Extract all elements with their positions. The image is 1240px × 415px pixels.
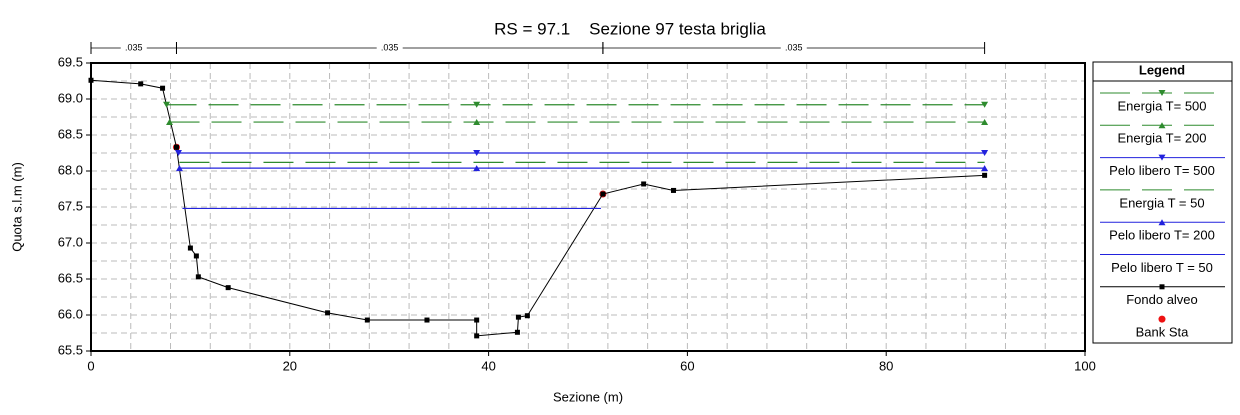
series-marker [981, 119, 989, 126]
legend-marker [1158, 154, 1166, 161]
roughness-label-bg [120, 42, 147, 54]
series-marker [981, 150, 989, 156]
legend-marker [1159, 284, 1165, 290]
series-marker [515, 314, 521, 320]
y-axis-label: Quota s.l.m (m) [9, 162, 24, 252]
legend-marker [1158, 315, 1166, 323]
series-marker [670, 187, 676, 193]
series-marker [981, 165, 989, 172]
series-marker [163, 101, 171, 108]
series-marker [166, 119, 174, 126]
series-marker [524, 313, 530, 319]
legend-title: Legend [1139, 62, 1185, 77]
x-tick-label: 100 [1074, 358, 1096, 373]
y-tick-label: 66.5 [58, 270, 83, 285]
roughness-label: .035 [785, 42, 803, 52]
series-marker [473, 165, 481, 172]
series-marker [982, 172, 988, 178]
series-marker [138, 81, 144, 87]
legend-label: Energia T= 200 [1117, 131, 1206, 146]
roughness-label: .035 [381, 42, 399, 52]
series-marker [514, 329, 520, 335]
series-marker [175, 165, 183, 172]
x-tick-label: 60 [680, 358, 694, 373]
y-tick-label: 67.0 [58, 234, 83, 249]
y-tick-label: 67.5 [58, 198, 83, 213]
series-marker [473, 101, 481, 108]
legend-label: Energia T = 50 [1119, 195, 1204, 210]
series-marker [193, 253, 199, 259]
chart-title: RS = 97.1 Sezione 97 testa briglia [494, 19, 766, 38]
legend-label: Pelo libero T= 500 [1109, 163, 1215, 178]
legend-label: Pelo libero T= 200 [1109, 228, 1215, 243]
x-tick-label: 0 [87, 358, 94, 373]
series-marker [641, 181, 647, 187]
series-line [90, 79, 985, 337]
plot-frame [90, 62, 1086, 352]
series-marker [600, 191, 606, 197]
series-marker [364, 317, 370, 323]
roughness-label-bg [780, 42, 807, 54]
y-tick-label: 69.5 [58, 54, 83, 69]
y-tick-label: 65.5 [58, 342, 83, 357]
series-marker [474, 333, 480, 339]
roughness-label-bg [376, 42, 403, 54]
x-axis-label: Sezione (m) [553, 389, 623, 404]
series-marker [88, 77, 94, 83]
y-tick-label: 68.5 [58, 126, 83, 141]
series-marker [474, 317, 480, 323]
roughness-label: .035 [125, 42, 143, 52]
x-tick-label: 40 [481, 358, 495, 373]
series-marker [225, 285, 231, 291]
x-tick-label: 80 [879, 358, 893, 373]
legend-label: Energia T= 500 [1117, 98, 1206, 113]
series-marker [187, 245, 193, 251]
series-marker [981, 101, 989, 108]
legend-label: Bank Sta [1136, 325, 1190, 340]
series-marker [424, 317, 430, 323]
series-marker [174, 150, 182, 156]
series-marker [473, 119, 481, 126]
series-marker [173, 144, 179, 150]
series-marker [160, 85, 166, 91]
y-tick-label: 69.0 [58, 90, 83, 105]
series-marker [473, 150, 481, 156]
legend-box [1092, 61, 1233, 344]
x-tick-label: 20 [283, 358, 297, 373]
legend-marker [1158, 219, 1166, 226]
series-marker [325, 310, 331, 316]
series-marker [195, 274, 201, 280]
y-tick-label: 68.0 [58, 162, 83, 177]
legend-label: Pelo libero T = 50 [1111, 260, 1213, 275]
y-tick-label: 66.0 [58, 306, 83, 321]
legend-label: Fondo alveo [1126, 292, 1198, 307]
legend-marker [1158, 122, 1166, 129]
legend-marker [1158, 90, 1166, 96]
